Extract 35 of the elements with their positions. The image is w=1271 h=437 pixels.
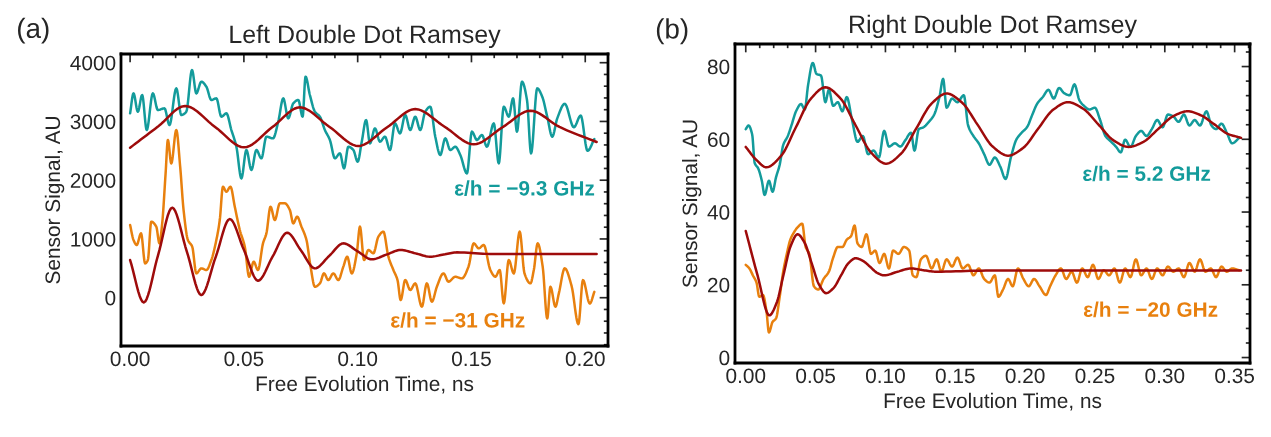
x-tick-label: 0.15 — [452, 351, 491, 367]
x-tick-label: 0.10 — [338, 351, 378, 367]
x-tick-label: 0.25 — [1075, 368, 1115, 384]
y-tick-label: 80 — [707, 59, 730, 75]
x-tick-label: 0.30 — [1145, 368, 1185, 384]
y-tick-label: 40 — [707, 205, 730, 220]
chart-title: Left Double Dot Ramsey — [230, 24, 501, 49]
series-label: ε/h = −20 GHz — [1083, 301, 1218, 318]
y-tick-label: 60 — [708, 132, 730, 148]
y-tick-label: 4000 — [70, 55, 116, 71]
text: (a) — [18, 17, 49, 44]
x-tick-label: 0.05 — [796, 368, 835, 384]
text: (b) — [656, 18, 688, 45]
y-tick-label: 3000 — [70, 114, 116, 130]
x-tick-label: 0.00 — [726, 368, 766, 384]
x-axis-title: Free Evolution Time, ns — [884, 392, 1102, 411]
x-tick-label: 0.20 — [1005, 368, 1045, 384]
x-tick-label: 0.20 — [565, 351, 605, 367]
x-tick-label: 0.00 — [110, 351, 150, 367]
series-label: ε/h = −9.3 GHz — [454, 180, 595, 196]
x-tick-label: 0.35 — [1215, 368, 1255, 384]
y-tick-label: 0 — [105, 290, 116, 306]
x-axis-title: Free Evolution Time, ns — [256, 375, 474, 394]
y-axis-title: Sensor Signal, AU — [44, 117, 65, 284]
y-tick-label: 20 — [708, 277, 730, 293]
y-axis-title: Sensor Signal, AU — [681, 120, 702, 288]
x-tick-label: 0.05 — [224, 351, 264, 367]
series-label: ε/h = −31 GHz — [391, 312, 525, 328]
y-tick-label: 1000 — [71, 231, 116, 247]
y-tick-label: 2000 — [70, 173, 116, 188]
chart-title: Right Double Dot Ramsey — [850, 14, 1137, 39]
x-tick-label: 0.15 — [935, 368, 975, 384]
y-tick-label: 0 — [719, 350, 730, 366]
series-label: ε/h = 5.2 GHz — [1083, 165, 1211, 182]
x-tick-label: 0.10 — [865, 368, 905, 384]
